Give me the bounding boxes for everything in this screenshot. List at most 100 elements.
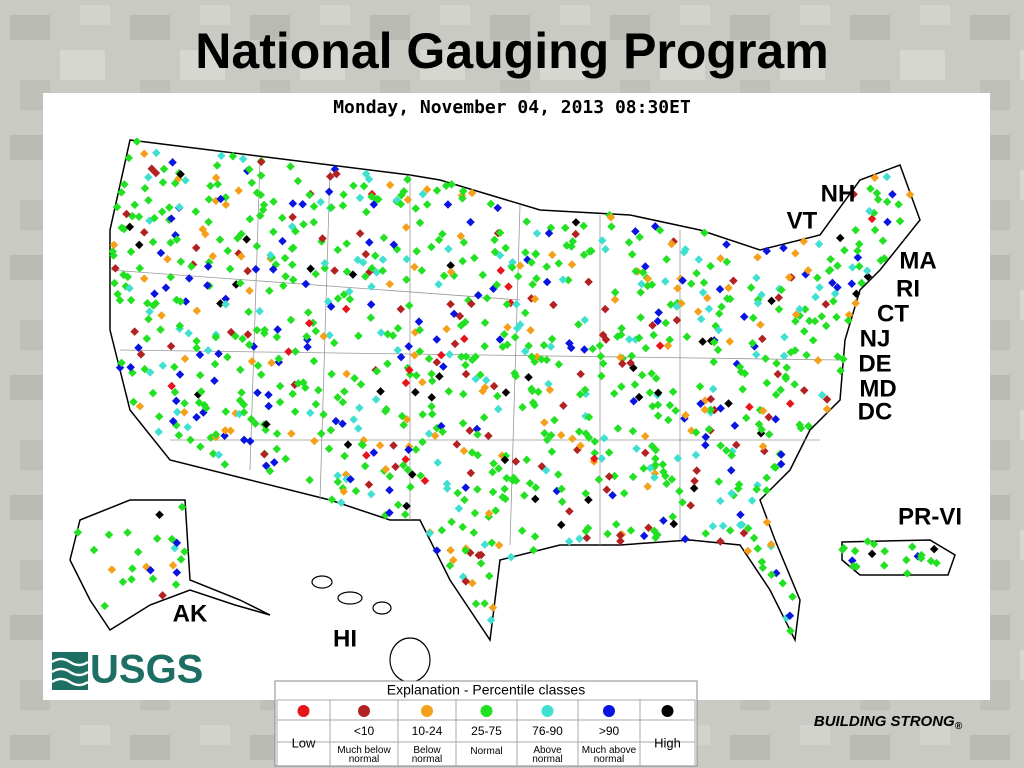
gauge-site [223,246,232,256]
gauge-site [453,488,462,498]
gauge-site [425,528,434,538]
gauge-site [727,451,736,460]
gauge-site [364,175,374,184]
gauge-site [145,307,154,316]
gauge-site [415,218,425,228]
gauge-site [126,295,136,305]
gauge-site [527,352,536,362]
gauge-site [532,274,541,283]
gauge-site [771,414,780,424]
gauge-site [628,426,638,436]
gauge-site [204,217,213,227]
gauge-site [353,255,363,265]
gauge-site [590,454,599,463]
gauge-site [385,472,395,481]
gauge-site [808,336,818,345]
gauge-site [580,315,590,325]
gauge-site [520,491,529,500]
gauge-site [478,270,488,280]
gauge-site [350,374,359,383]
gauge-site [776,385,785,395]
gauge-site [403,465,413,475]
gauge-site [716,254,725,263]
gauge-site [324,444,334,454]
gauge-site [214,450,224,460]
gauge-site [196,442,205,451]
gauge-site [513,323,522,333]
gauge-site [418,189,428,199]
gauge-site [791,310,801,319]
gauge-site [260,450,269,459]
gauge-site [494,404,503,414]
gauge-site [476,550,486,560]
gauge-site [567,260,577,269]
gauge-site [123,272,132,282]
gauge-site [779,351,789,361]
gauge-site [404,301,414,310]
gauge-site [427,242,436,252]
gauge-site [170,387,180,397]
gauge-site [311,399,321,409]
gauge-site [557,484,566,494]
legend-description: Low [292,735,316,750]
gauge-site [696,314,706,324]
gauge-site [442,484,452,493]
gauge-site [542,262,551,271]
gauge-site [341,304,351,314]
gauge-site [442,479,452,489]
gauge-site [393,500,403,510]
gauge-site [716,537,725,546]
gauge-site [632,444,641,453]
gauge-site [148,388,158,398]
gauge-site [221,200,231,210]
gauge-site [762,378,772,388]
gauge-site [122,209,131,219]
gauge-site [309,356,319,366]
gauge-site [773,369,783,379]
gauge-site [839,354,848,364]
gauge-site [701,432,711,442]
gauge-site [490,247,500,257]
gauge-site [766,540,776,549]
gauge-site [340,387,349,396]
gauge-site [261,461,271,470]
gauge-site [802,350,811,360]
gauge-site [180,399,189,408]
gauge-site [739,528,749,538]
gauge-site [521,308,530,318]
gauge-site [378,266,387,276]
gauge-site [480,341,489,351]
gauge-site [722,446,731,455]
gauge-site [473,485,482,494]
gauge-site [385,180,395,190]
gauge-site [460,495,469,505]
gauge-site [362,451,371,460]
gauge-site [932,558,941,568]
gauge-site [476,370,485,380]
gauge-site [343,440,353,449]
gauge-site [556,430,566,440]
gauge-site [272,444,282,454]
gauge-site [647,441,657,451]
gauge-site [264,390,273,400]
gauge-site [785,611,795,620]
gauge-site [725,294,735,304]
gauge-site [427,369,436,379]
gauge-site [636,288,645,297]
gauge-site [203,262,213,271]
gauge-site [225,264,235,274]
gauge-site [181,297,191,306]
gauge-site [403,195,413,204]
gauge-site [782,363,791,372]
gauge-site [588,344,597,354]
gauge-site [833,283,842,292]
gauge-site [546,430,556,440]
gauge-site [314,385,323,395]
gauge-site [129,397,138,407]
gauge-site [466,468,476,478]
gauge-site [698,337,707,346]
gauge-site [359,181,369,191]
gauge-site [203,281,212,290]
gauge-site [484,431,493,441]
gauge-site [757,290,766,300]
